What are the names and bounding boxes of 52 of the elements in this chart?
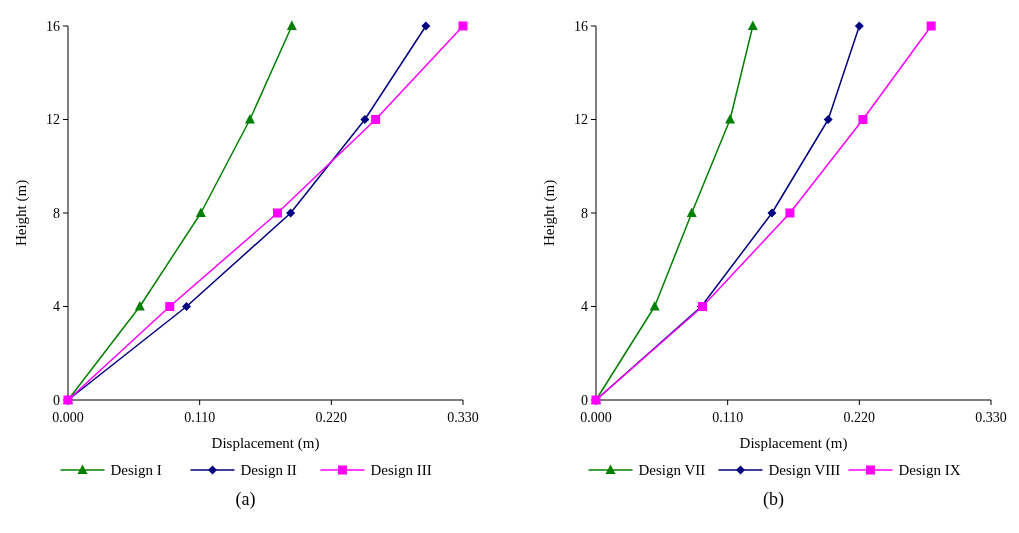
legend-label: Design VII	[638, 462, 706, 479]
point	[785, 208, 795, 218]
point	[747, 20, 758, 30]
x-tick-label: 0.330	[975, 410, 1007, 425]
point	[421, 21, 431, 31]
legend-label: Design IX	[898, 462, 961, 479]
point	[725, 114, 736, 124]
point	[926, 21, 936, 31]
y-tick-label: 4	[53, 299, 60, 315]
x-axis-title: Displacement (m)	[211, 435, 320, 452]
point	[165, 302, 175, 311]
point	[286, 20, 297, 30]
y-tick-label: 8	[581, 205, 588, 221]
legend-label: Design I	[110, 462, 162, 479]
y-tick-label: 0	[53, 392, 60, 408]
point	[823, 115, 833, 124]
y-tick-label: 12	[574, 112, 588, 128]
point	[858, 115, 868, 124]
point	[272, 208, 282, 218]
x-axis-title: Displacement (m)	[739, 435, 848, 452]
y-tick-label: 12	[46, 112, 60, 128]
y-tick-label: 16	[574, 18, 588, 34]
point	[371, 115, 381, 124]
x-tick-label: 0.330	[447, 410, 479, 425]
point	[767, 208, 777, 218]
y-tick-label: 4	[581, 299, 588, 315]
x-tick-label: 0.110	[712, 410, 744, 425]
point	[649, 301, 660, 311]
legend-label: Design II	[240, 462, 297, 479]
x-tick-label: 0.220	[843, 410, 876, 425]
x-tick-label: 0.000	[52, 410, 84, 425]
legend-label: Design III	[370, 462, 432, 479]
legend-label: Design VIII	[768, 462, 841, 479]
point	[182, 302, 191, 311]
point	[854, 21, 864, 31]
point	[458, 21, 468, 31]
point	[244, 114, 255, 124]
x-tick-label: 0.000	[580, 410, 612, 425]
text: (b)	[763, 489, 784, 510]
y-axis-title: Height (m)	[13, 179, 30, 247]
y-tick-label: 16	[46, 18, 60, 34]
point	[360, 115, 370, 124]
point	[134, 301, 145, 311]
text: (a)	[235, 489, 256, 510]
point	[195, 207, 206, 217]
x-tick-label: 0.220	[315, 410, 348, 425]
y-tick-label: 0	[581, 392, 588, 408]
y-axis-title: Height (m)	[541, 179, 558, 247]
x-tick-label: 0.110	[184, 410, 216, 425]
point	[686, 207, 697, 217]
point	[286, 208, 296, 218]
y-tick-label: 8	[53, 205, 60, 221]
